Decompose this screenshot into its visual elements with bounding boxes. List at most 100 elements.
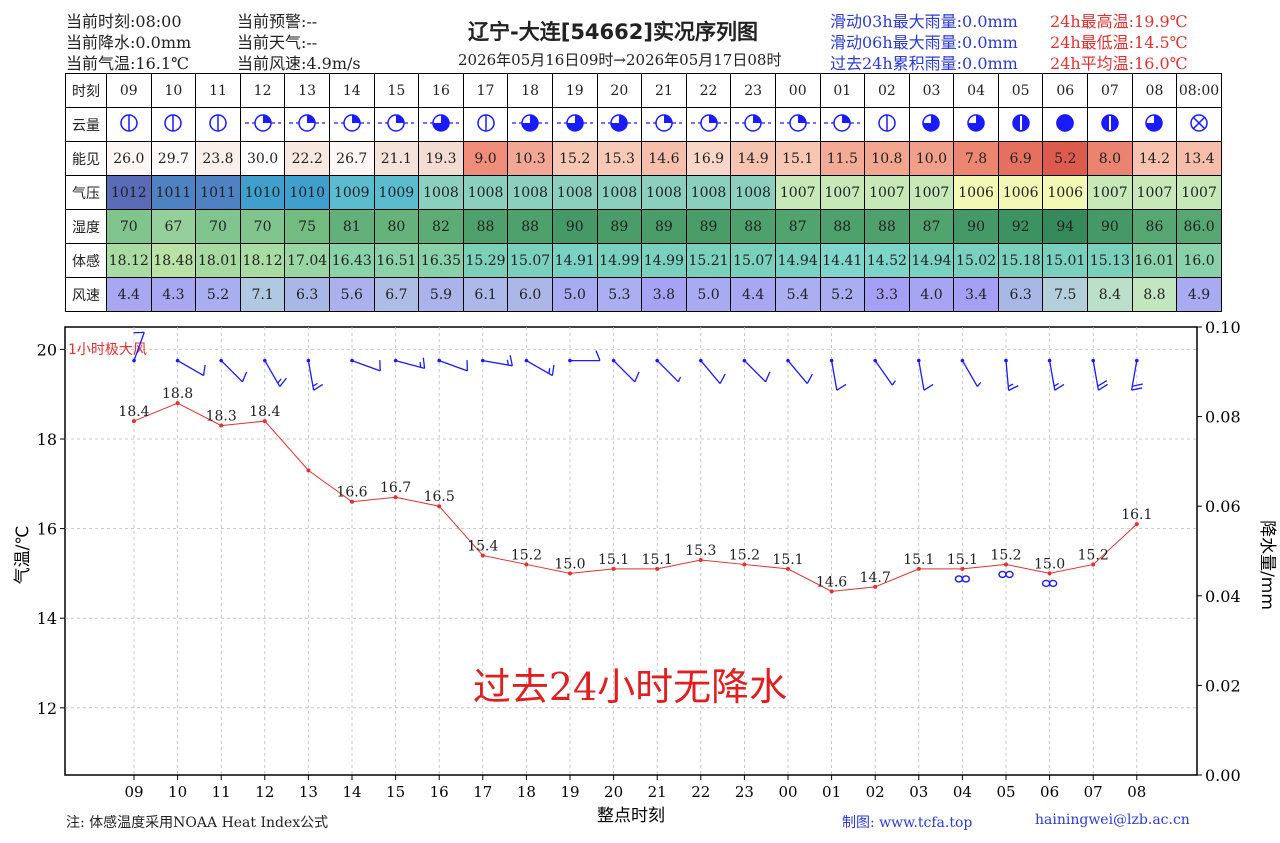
wind-barb-half xyxy=(976,381,982,387)
wind-barb-flag xyxy=(1054,383,1065,391)
current-warning: 当前预警:-- xyxy=(237,12,318,31)
x-tick-label: 21 xyxy=(648,783,667,801)
humidity-cell: 89 xyxy=(641,209,687,244)
wind-barb-flag xyxy=(923,383,934,391)
humidity-cell: 86 xyxy=(1131,209,1178,244)
visibility-cell: 22.2 xyxy=(284,141,330,176)
wind-barb-half xyxy=(548,368,551,374)
pressure-cell: 1007 xyxy=(1087,175,1133,210)
wind-speed-cell: 3.8 xyxy=(641,277,687,312)
wind-barb-flag xyxy=(1098,383,1108,391)
haze-symbol-loop xyxy=(1048,579,1058,588)
wind-speed-cell: 6.0 xyxy=(507,277,553,312)
apparent-temp-cell: 16.01 xyxy=(1131,243,1178,278)
wind-speed-cell: 8.8 xyxy=(1131,277,1178,312)
rain-stat-24h: 过去24h累积雨量:0.0mm xyxy=(830,54,1018,73)
humidity-cell: 92 xyxy=(997,209,1044,244)
temperature-data-label: 18.4 xyxy=(249,404,280,420)
haze-symbol-loop xyxy=(1041,579,1051,588)
wind-barb-shaft xyxy=(264,360,281,387)
pressure-cell: 1007 xyxy=(774,175,821,210)
x-tick-label: 00 xyxy=(778,783,797,801)
x-tick-label: 11 xyxy=(212,783,231,801)
x-tick-label: 16 xyxy=(430,783,449,801)
hour-cell: 04 xyxy=(953,73,999,108)
x-tick-label: 09 xyxy=(124,783,143,801)
humidity-cell: 89 xyxy=(685,209,732,244)
wind-barb-flag xyxy=(1131,387,1143,391)
visibility-cell: 15.1 xyxy=(774,141,821,176)
wind-barb-flag xyxy=(719,373,726,384)
wind-barb xyxy=(437,358,469,372)
footer-email[interactable]: hainingwei@lzb.ac.cn xyxy=(1035,812,1190,828)
y2-tick-label: 0.10 xyxy=(1205,318,1241,337)
no-precip-annotation: 过去24小时无降水 xyxy=(473,665,787,709)
pressure-cell: 1006 xyxy=(1042,175,1089,210)
pressure-cell: 1007 xyxy=(819,175,866,210)
chart-title: 辽宁-大连[54662]实况序列图 xyxy=(468,20,758,44)
visibility-cell: 13.4 xyxy=(1176,141,1222,176)
humidity-cell: 70 xyxy=(195,209,241,244)
humidity-cell: 90 xyxy=(551,209,598,244)
wind-barb-shaft xyxy=(482,359,513,367)
wind-barb xyxy=(960,358,982,387)
hour-cell: 21 xyxy=(641,73,687,108)
wind-barb xyxy=(175,358,206,377)
wind-barb-half xyxy=(677,376,682,383)
temperature-data-label: 15.1 xyxy=(947,552,978,568)
table-row-visibility: 能见 26.0 29.7 23.8 30.0 22.2 26.7 21.1 19.3 9.0 10.… xyxy=(65,141,1222,176)
visibility-cell: 14.2 xyxy=(1131,141,1178,176)
humidity-cell: 88 xyxy=(864,209,910,244)
x-tick-label: 06 xyxy=(1040,783,1059,801)
cloud-cover-icon xyxy=(476,113,495,132)
temperature-data-label: 15.0 xyxy=(554,556,585,572)
apparent-temp-cell: 16.35 xyxy=(418,243,464,278)
x-tick-label: 13 xyxy=(299,783,318,801)
wind-speed-cell: 3.3 xyxy=(864,277,910,312)
apparent-temp-cell: 18.01 xyxy=(195,243,241,278)
visibility-cell: 14.9 xyxy=(730,141,776,176)
cloud-cover-icon xyxy=(512,113,549,132)
hour-cell: 23 xyxy=(730,73,776,108)
hour-cell: 10 xyxy=(150,73,197,108)
cloud-cell xyxy=(239,107,286,142)
current-time: 当前时刻:08:00 xyxy=(66,12,182,31)
apparent-temp-cell: 18.12 xyxy=(239,243,286,278)
wind-barb-half xyxy=(277,378,282,384)
wind-barb-half xyxy=(312,382,318,387)
x-tick-label: 12 xyxy=(255,783,274,801)
humidity-cell: 75 xyxy=(284,209,330,244)
wind-barb-flag xyxy=(551,364,555,376)
chart-subtitle: 2026年05月16日09时→2026年05月17日08时 xyxy=(458,51,782,69)
pressure-cell: 1006 xyxy=(997,175,1044,210)
wind-speed-cell: 6.7 xyxy=(373,277,420,312)
temperature-point xyxy=(350,499,354,504)
apparent-temp-cell: 14.41 xyxy=(819,243,866,278)
cloud-cover-icon xyxy=(690,113,727,132)
humidity-cell: 89 xyxy=(596,209,643,244)
temperature-point xyxy=(1091,562,1096,567)
humidity-cell: 86.0 xyxy=(1176,209,1222,244)
visibility-cell: 10.3 xyxy=(507,141,553,176)
cloud-cover-icon xyxy=(601,113,638,132)
current-weather: 当前天气:-- xyxy=(237,33,318,52)
footer-credit[interactable]: 制图: www.tcfa.top xyxy=(842,815,973,831)
hour-cell: 17 xyxy=(462,73,509,108)
cloud-cover-icon xyxy=(378,113,415,132)
visibility-cell: 9.0 xyxy=(462,141,509,176)
wind-barb-shaft xyxy=(613,360,636,383)
wind-barb xyxy=(829,358,847,391)
wind-barb-shaft xyxy=(1048,360,1056,391)
cloud-cell xyxy=(730,107,776,142)
x-tick-label: 14 xyxy=(342,783,361,801)
haze-symbol-loop xyxy=(954,575,964,583)
wind-barb-flag xyxy=(1132,383,1143,387)
temperature-point xyxy=(829,589,834,594)
wind-barb xyxy=(262,358,287,387)
temperature-point xyxy=(393,495,398,500)
rain-stat-6h: 滑动06h最大雨量:0.0mm xyxy=(830,33,1018,52)
wind-barb xyxy=(393,357,426,369)
row-label-apparent-temp: 体感 xyxy=(65,243,107,278)
temperature-data-label: 16.7 xyxy=(380,480,411,496)
temperature-line xyxy=(133,402,1138,592)
